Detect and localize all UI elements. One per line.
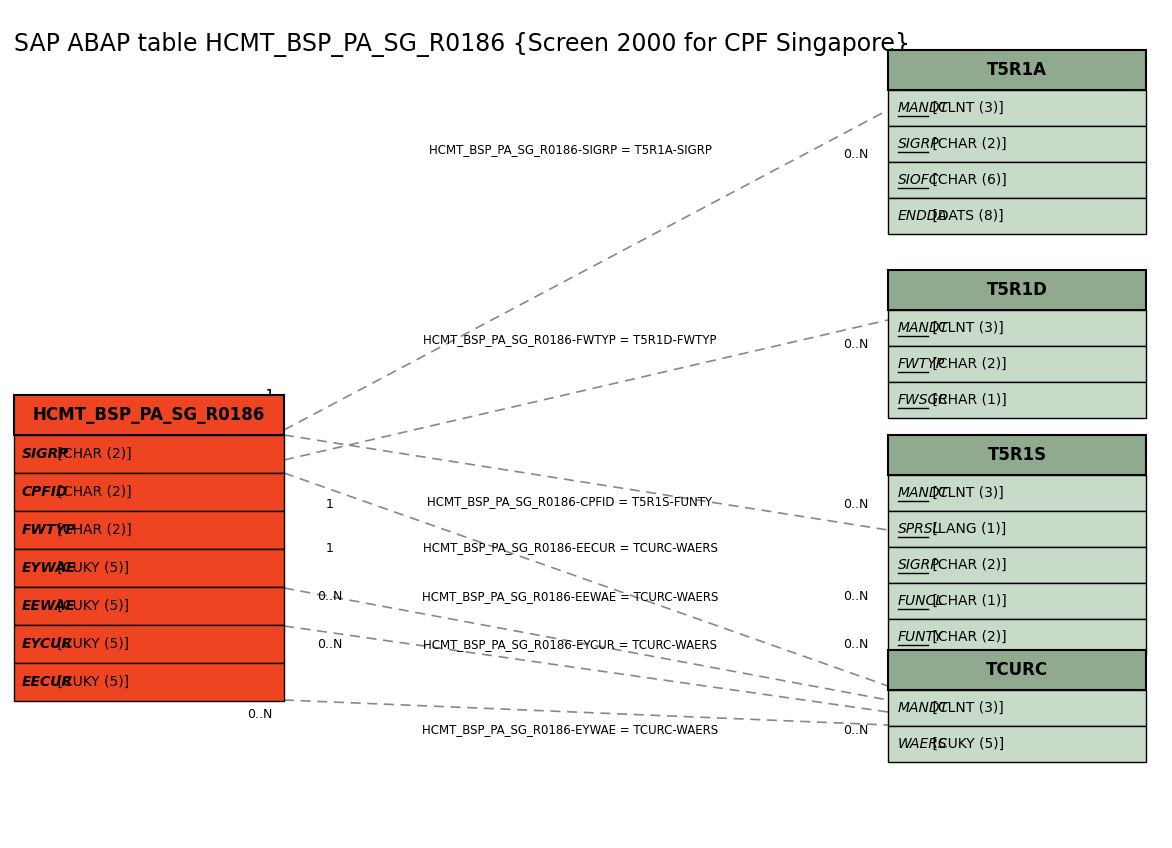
Text: MANDT: MANDT xyxy=(898,101,949,115)
Bar xyxy=(14,435,284,473)
Text: HCMT_BSP_PA_SG_R0186-CPFID = T5R1S-FUNTY: HCMT_BSP_PA_SG_R0186-CPFID = T5R1S-FUNTY xyxy=(428,495,713,509)
Text: FWSGR: FWSGR xyxy=(898,393,949,407)
Text: 0..N: 0..N xyxy=(843,639,868,651)
Text: [DATS (8)]: [DATS (8)] xyxy=(928,209,1003,223)
Text: 0..N: 0..N xyxy=(843,148,868,161)
Bar xyxy=(888,162,1146,198)
Text: [CUKY (5)]: [CUKY (5)] xyxy=(53,561,129,575)
Text: [CLNT (3)]: [CLNT (3)] xyxy=(928,486,1003,500)
Text: [CUKY (5)]: [CUKY (5)] xyxy=(53,637,129,651)
Text: [CLNT (3)]: [CLNT (3)] xyxy=(928,101,1003,115)
Bar xyxy=(888,90,1146,126)
Text: [CHAR (2)]: [CHAR (2)] xyxy=(928,630,1007,644)
Text: [CUKY (5)]: [CUKY (5)] xyxy=(53,599,129,613)
Text: [CHAR (6)]: [CHAR (6)] xyxy=(928,173,1007,187)
Bar xyxy=(14,549,284,587)
Text: 0..N: 0..N xyxy=(843,338,868,352)
Text: MANDT: MANDT xyxy=(898,486,949,500)
Bar xyxy=(888,270,1146,310)
Text: T5R1D: T5R1D xyxy=(987,281,1048,299)
Text: EYCUR: EYCUR xyxy=(22,637,73,651)
Text: HCMT_BSP_PA_SG_R0186: HCMT_BSP_PA_SG_R0186 xyxy=(33,406,265,424)
Text: 1: 1 xyxy=(266,388,274,401)
Text: 0..N: 0..N xyxy=(843,723,868,737)
Text: TCURC: TCURC xyxy=(986,661,1048,679)
Text: HCMT_BSP_PA_SG_R0186-EECUR = TCURC-WAERS: HCMT_BSP_PA_SG_R0186-EECUR = TCURC-WAERS xyxy=(423,542,717,555)
Text: T5R1S: T5R1S xyxy=(988,446,1047,464)
Text: [CHAR (2)]: [CHAR (2)] xyxy=(928,558,1007,572)
Text: 0..N: 0..N xyxy=(318,590,342,604)
Bar xyxy=(888,475,1146,511)
Text: [CHAR (2)]: [CHAR (2)] xyxy=(53,523,131,537)
Text: [LANG (1)]: [LANG (1)] xyxy=(928,522,1007,536)
Bar xyxy=(14,473,284,511)
Text: HCMT_BSP_PA_SG_R0186-EYWAE = TCURC-WAERS: HCMT_BSP_PA_SG_R0186-EYWAE = TCURC-WAERS xyxy=(422,723,718,737)
Text: FWTYP: FWTYP xyxy=(898,357,945,371)
Text: 1: 1 xyxy=(326,542,334,555)
Text: EEWAE: EEWAE xyxy=(22,599,76,613)
Text: 1: 1 xyxy=(326,499,334,511)
Text: HCMT_BSP_PA_SG_R0186-EEWAE = TCURC-WAERS: HCMT_BSP_PA_SG_R0186-EEWAE = TCURC-WAERS xyxy=(422,590,718,604)
Text: [CUKY (5)]: [CUKY (5)] xyxy=(53,675,129,689)
Bar xyxy=(888,126,1146,162)
Text: 0..N: 0..N xyxy=(843,499,868,511)
Bar xyxy=(14,625,284,663)
Text: 1: 1 xyxy=(266,388,274,401)
Text: ENDDA: ENDDA xyxy=(898,209,948,223)
Text: MANDT: MANDT xyxy=(898,321,949,335)
Bar xyxy=(888,511,1146,547)
Text: HCMT_BSP_PA_SG_R0186-SIGRP = T5R1A-SIGRP: HCMT_BSP_PA_SG_R0186-SIGRP = T5R1A-SIGRP xyxy=(429,143,711,157)
Bar xyxy=(888,198,1146,234)
Text: EYWAE: EYWAE xyxy=(22,561,76,575)
Text: FUNCL: FUNCL xyxy=(898,594,943,608)
Bar xyxy=(888,650,1146,690)
Text: SPRSL: SPRSL xyxy=(898,522,941,536)
Text: HCMT_BSP_PA_SG_R0186-EYCUR = TCURC-WAERS: HCMT_BSP_PA_SG_R0186-EYCUR = TCURC-WAERS xyxy=(423,639,717,651)
Bar xyxy=(14,587,284,625)
Bar xyxy=(14,395,284,435)
Text: [CHAR (2)]: [CHAR (2)] xyxy=(928,357,1007,371)
Text: WAERS: WAERS xyxy=(898,737,948,751)
Text: T5R1A: T5R1A xyxy=(987,61,1047,79)
Bar xyxy=(888,726,1146,762)
Bar xyxy=(888,310,1146,346)
Bar xyxy=(888,435,1146,475)
Text: [CLNT (3)]: [CLNT (3)] xyxy=(928,701,1003,715)
Text: 0..N: 0..N xyxy=(247,707,273,721)
Text: 0..N: 0..N xyxy=(318,639,342,651)
Text: CPFID: CPFID xyxy=(22,485,68,499)
Bar xyxy=(888,547,1146,583)
Text: 0..N: 0..N xyxy=(843,590,868,604)
Bar xyxy=(888,690,1146,726)
Text: FUNTY: FUNTY xyxy=(898,630,943,644)
Text: [CLNT (3)]: [CLNT (3)] xyxy=(928,321,1003,335)
Bar xyxy=(888,346,1146,382)
Text: [CHAR (1)]: [CHAR (1)] xyxy=(928,393,1007,407)
Text: SIGRP: SIGRP xyxy=(898,137,940,151)
Text: [CHAR (2)]: [CHAR (2)] xyxy=(928,137,1007,151)
Bar xyxy=(888,583,1146,619)
Bar xyxy=(888,382,1146,418)
Text: SIGRP: SIGRP xyxy=(898,558,940,572)
Text: SIGRP: SIGRP xyxy=(22,447,69,461)
Text: SAP ABAP table HCMT_BSP_PA_SG_R0186 {Screen 2000 for CPF Singapore}: SAP ABAP table HCMT_BSP_PA_SG_R0186 {Scr… xyxy=(14,32,909,57)
Bar xyxy=(888,50,1146,90)
Bar xyxy=(14,663,284,701)
Text: HCMT_BSP_PA_SG_R0186-FWTYP = T5R1D-FWTYP: HCMT_BSP_PA_SG_R0186-FWTYP = T5R1D-FWTYP xyxy=(423,333,717,347)
Text: [CHAR (1)]: [CHAR (1)] xyxy=(928,594,1007,608)
Text: [CHAR (2)]: [CHAR (2)] xyxy=(53,447,131,461)
Bar xyxy=(14,511,284,549)
Text: FWTYP: FWTYP xyxy=(22,523,76,537)
Text: MANDT: MANDT xyxy=(898,701,949,715)
Text: [CUKY (5)]: [CUKY (5)] xyxy=(928,737,1004,751)
Text: [CHAR (2)]: [CHAR (2)] xyxy=(53,485,131,499)
Text: EECUR: EECUR xyxy=(22,675,73,689)
Text: SIOFC: SIOFC xyxy=(898,173,940,187)
Bar xyxy=(888,619,1146,655)
